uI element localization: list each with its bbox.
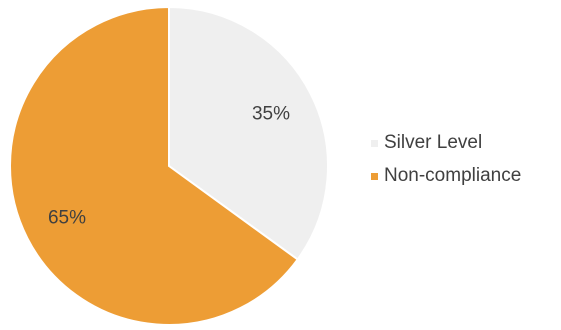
legend-item-non-compliance: Non-compliance <box>371 165 521 187</box>
legend-swatch-non-compliance <box>371 172 378 180</box>
legend: Silver Level Non-compliance <box>371 132 521 198</box>
pie-slice-silver-level <box>168 5 329 261</box>
legend-label-non-compliance: Non-compliance <box>384 165 522 186</box>
legend-label-silver-level: Silver Level <box>384 132 483 153</box>
legend-swatch-silver-level <box>371 139 378 147</box>
legend-item-silver-level: Silver Level <box>371 132 521 154</box>
data-label-silver-level: 35% <box>252 104 290 125</box>
data-label-non-compliance: 65% <box>48 207 86 228</box>
pie-slice-non-compliance <box>9 5 300 326</box>
